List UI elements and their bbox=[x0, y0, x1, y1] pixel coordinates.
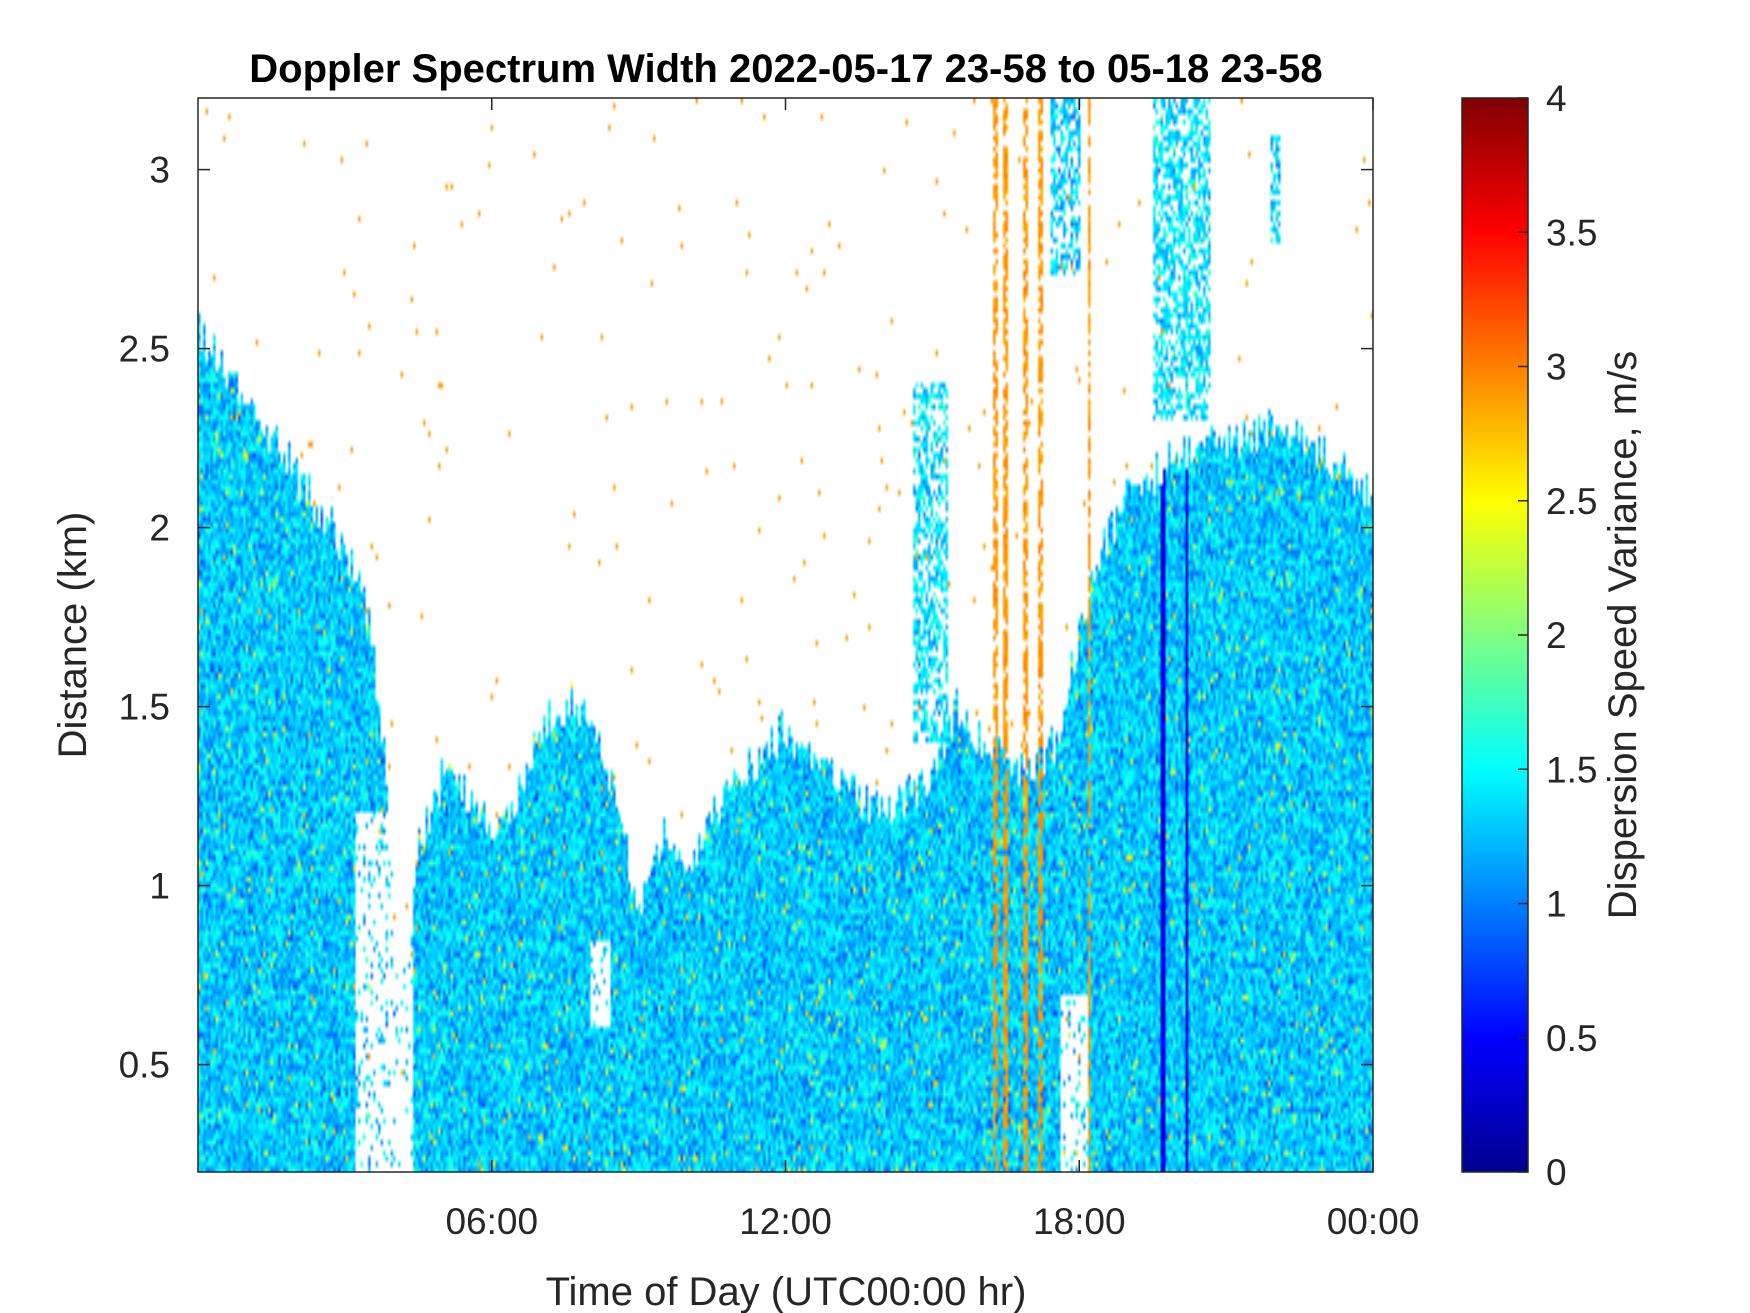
y-tick-label: 0.5 bbox=[119, 1045, 170, 1086]
y-tick-label: 1 bbox=[149, 866, 170, 907]
colorbar-tick-label: 0.5 bbox=[1546, 1018, 1597, 1059]
chart-title: Doppler Spectrum Width 2022-05-17 23-58 … bbox=[249, 47, 1322, 91]
x-tick-label: 00:00 bbox=[1327, 1201, 1420, 1242]
x-tick-label: 12:00 bbox=[739, 1201, 832, 1242]
y-tick-label: 2 bbox=[149, 508, 170, 549]
y-tick-label: 1.5 bbox=[119, 687, 170, 728]
colorbar-tick-label: 1 bbox=[1546, 884, 1567, 925]
heatmap-image bbox=[198, 98, 1373, 1172]
y-axis-label: Distance (km) bbox=[51, 512, 95, 759]
colorbar-tick-label: 2 bbox=[1546, 615, 1567, 656]
colorbar-tick-label: 0 bbox=[1546, 1152, 1567, 1193]
x-axis-label: Time of Day (UTC00:00 hr) bbox=[546, 1270, 1027, 1313]
colorbar-tick-label: 2.5 bbox=[1546, 481, 1597, 522]
colorbar-label: Dispersion Speed Variance, m/s bbox=[1601, 351, 1645, 919]
colorbar-tick-label: 3 bbox=[1546, 347, 1567, 388]
colorbar-tick-label: 3.5 bbox=[1546, 212, 1597, 253]
x-tick-label: 06:00 bbox=[445, 1201, 538, 1242]
x-tick-label: 18:00 bbox=[1033, 1201, 1126, 1242]
x-axis: 06:00 12:00 18:00 00:00 bbox=[445, 98, 1419, 1242]
y-tick-label: 2.5 bbox=[119, 329, 170, 370]
y-tick-label: 3 bbox=[149, 150, 170, 191]
colorbar-tick-label: 1.5 bbox=[1546, 749, 1597, 790]
y-axis: 0.5 1 1.5 2 2.5 3 bbox=[119, 150, 1373, 1086]
colorbar bbox=[1461, 97, 1529, 1173]
colorbar-ticks: 0 0.5 1 1.5 2 2.5 3 3.5 4 bbox=[1518, 78, 1597, 1193]
colorbar-tick-label: 4 bbox=[1546, 78, 1567, 119]
